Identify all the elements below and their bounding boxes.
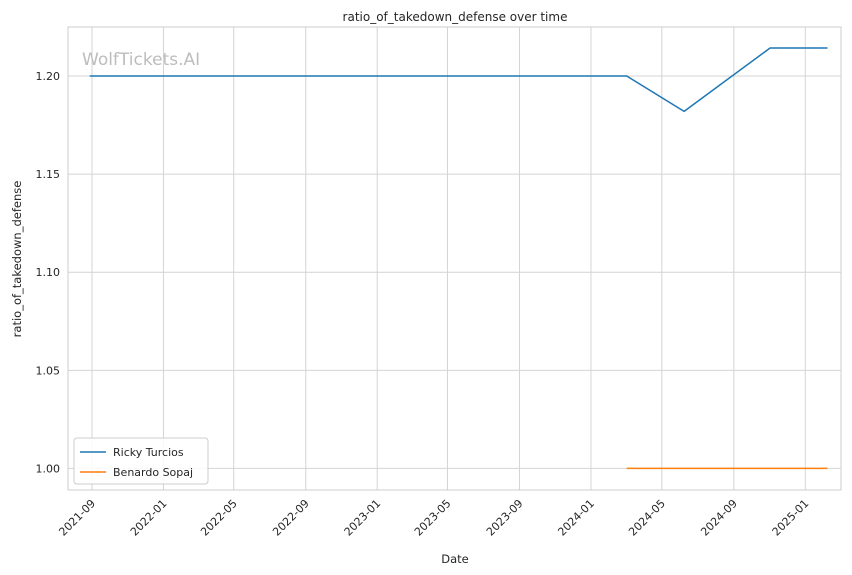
x-tick-label: 2022-09 [270,497,312,539]
legend-label-1: Ricky Turcios [113,446,184,459]
legend-label-2: Benardo Sopaj [113,466,193,479]
watermark-text: WolfTickets.AI [82,50,200,70]
x-axis-title: Date [441,552,469,566]
chart-title: ratio_of_takedown_defense over time [343,10,568,24]
y-tick-label: 1.00 [36,462,61,475]
y-tick-label: 1.15 [36,168,61,181]
x-tick-label: 2024-01 [555,497,597,539]
y-tick-labels: 1.00 1.05 1.10 1.15 1.20 [36,70,61,475]
y-tick-label: 1.20 [36,70,61,83]
series-group [89,47,828,470]
x-tick-labels: 2021-09 2022-01 2022-05 2022-09 2023-01 2023-… [56,497,811,539]
x-tick-label: 2024-09 [698,497,740,539]
series-line-1 [89,47,828,113]
x-tick-label: 2024-05 [626,497,668,539]
plot-area-frame [67,26,842,491]
y-axis-title: ratio_of_takedown_defense [10,181,24,338]
x-tick-label: 2023-09 [484,497,526,539]
legend-box [73,437,209,485]
x-tick-label: 2023-01 [342,497,384,539]
legend: Ricky Turcios Benardo Sopaj [73,437,209,485]
x-tick-label: 2025-01 [770,497,812,539]
y-tick-label: 1.05 [36,364,61,377]
x-tick-label: 2023-05 [412,497,454,539]
grid [68,27,841,490]
x-tick-label: 2022-01 [128,497,170,539]
x-tick-label: 2021-09 [56,497,98,539]
x-tick-label: 2022-05 [198,497,240,539]
y-tick-label: 1.10 [36,266,61,279]
